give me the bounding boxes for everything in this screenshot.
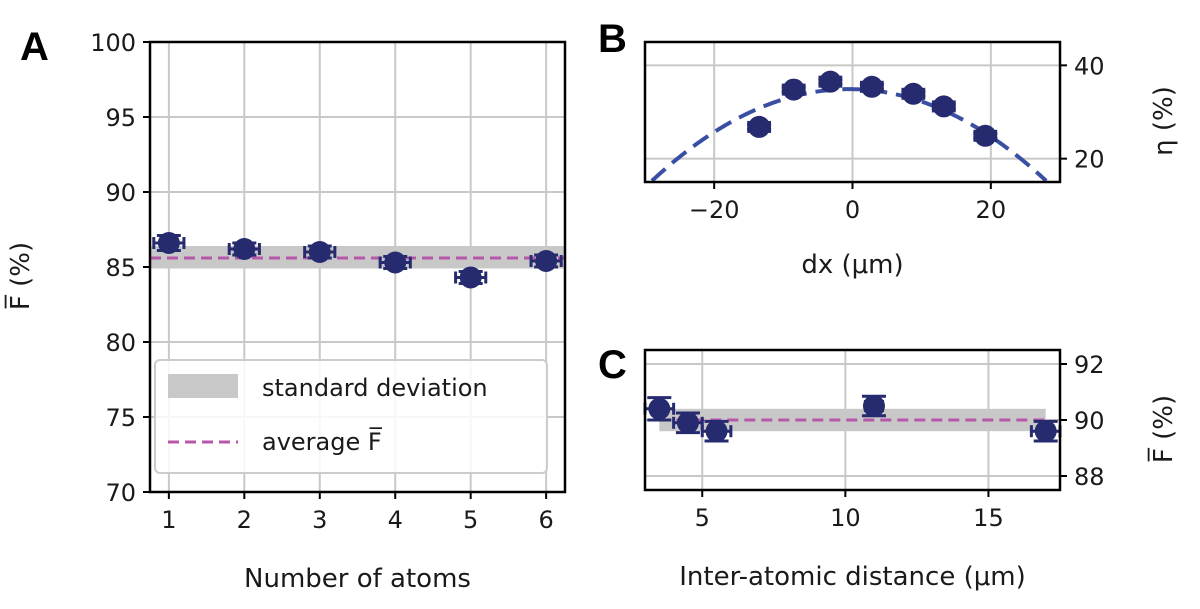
panel-a-points	[152, 232, 563, 289]
data-point	[454, 266, 488, 289]
y-tick-label: 92	[1074, 351, 1105, 379]
data-marker	[308, 241, 331, 263]
panel-c-ticks: 5 10 15 88 90 92	[695, 351, 1105, 532]
y-tick-label: 100	[90, 29, 136, 57]
y-tick-label: 90	[1074, 407, 1105, 435]
panel-c: C 5 10 15 88 90 92 Inter-atomic distance (μm)…	[598, 343, 1179, 592]
data-marker	[705, 420, 728, 443]
x-tick-label: 4	[388, 506, 403, 534]
x-tick-label: 20	[976, 196, 1007, 224]
panel-a-x-axis-label: Number of atoms	[244, 564, 471, 594]
y-tick-label: 88	[1074, 463, 1105, 491]
data-marker	[384, 251, 407, 274]
panel-b-x-axis-label: dx (μm)	[801, 250, 903, 280]
data-marker	[782, 78, 805, 101]
panel-c-y-axis-label: F̅ (%)	[1147, 395, 1179, 463]
data-marker	[648, 397, 671, 420]
x-tick-label: 3	[312, 506, 327, 534]
x-tick-label: 6	[538, 506, 553, 534]
data-marker	[459, 266, 482, 289]
y-tick-label: 75	[105, 404, 136, 432]
data-marker	[862, 395, 885, 417]
legend-std-swatch	[168, 374, 238, 398]
data-point	[672, 411, 704, 435]
data-point	[529, 250, 563, 272]
data-marker	[932, 95, 955, 118]
panel-b-points	[747, 70, 998, 147]
data-marker	[974, 124, 997, 147]
panel-b-grid	[645, 42, 1060, 182]
panel-b-ticks: −20 0 20 20 40	[689, 52, 1105, 224]
x-tick-label: 5	[463, 506, 478, 534]
panel-a-label: A	[20, 25, 49, 69]
data-marker	[676, 411, 699, 434]
panel-b-label: B	[598, 17, 627, 61]
y-tick-label: 95	[105, 104, 136, 132]
panel-c-points	[643, 394, 1062, 443]
data-marker	[535, 250, 558, 272]
data-point	[861, 394, 886, 418]
data-point	[1029, 419, 1062, 443]
data-point	[643, 396, 676, 422]
x-tick-label: 5	[695, 504, 710, 532]
panel-c-label: C	[598, 343, 627, 387]
panel-a-ticks: 1 2 3 4 5 6 70 75 80 85 90 95 100	[90, 29, 554, 534]
y-tick-label: 70	[105, 479, 136, 507]
x-tick-label: 15	[973, 504, 1004, 532]
data-point	[378, 251, 412, 274]
data-point	[931, 95, 956, 118]
x-tick-label: 10	[830, 504, 861, 532]
x-tick-label: −20	[689, 196, 740, 224]
x-tick-label: 2	[237, 506, 252, 534]
data-marker	[748, 115, 771, 138]
data-point	[152, 232, 186, 254]
y-tick-label: 40	[1074, 52, 1105, 80]
data-marker	[860, 75, 883, 98]
panel-b: B −20 0 20 20 40 dx (μm) η (%)	[598, 17, 1179, 280]
data-marker	[1034, 420, 1057, 443]
y-tick-label: 80	[105, 329, 136, 357]
data-point	[973, 124, 998, 147]
data-marker	[233, 238, 256, 260]
data-marker	[157, 232, 180, 254]
data-marker	[819, 70, 842, 93]
data-point	[901, 82, 926, 105]
data-point	[227, 238, 261, 260]
legend-average-label: average F̅	[262, 427, 383, 456]
legend-std-label: standard deviation	[262, 374, 488, 402]
y-tick-label: 20	[1074, 146, 1105, 174]
panel-b-y-axis-label: η (%)	[1149, 86, 1179, 156]
panel-a-y-axis-label: F̅ (%)	[4, 242, 36, 310]
data-point	[747, 115, 772, 138]
x-tick-label: 0	[845, 196, 860, 224]
data-point	[781, 78, 806, 101]
data-point	[303, 241, 337, 263]
panel-a-legend: standard deviation average F̅	[154, 359, 548, 474]
panel-c-x-axis-label: Inter-atomic distance (μm)	[679, 562, 1025, 592]
data-point	[859, 75, 884, 98]
legend-box	[154, 359, 548, 474]
y-tick-label: 85	[105, 254, 136, 282]
data-point	[818, 70, 843, 93]
data-point	[700, 419, 733, 443]
x-tick-label: 1	[161, 506, 176, 534]
data-marker	[902, 82, 925, 105]
y-tick-label: 90	[105, 179, 136, 207]
